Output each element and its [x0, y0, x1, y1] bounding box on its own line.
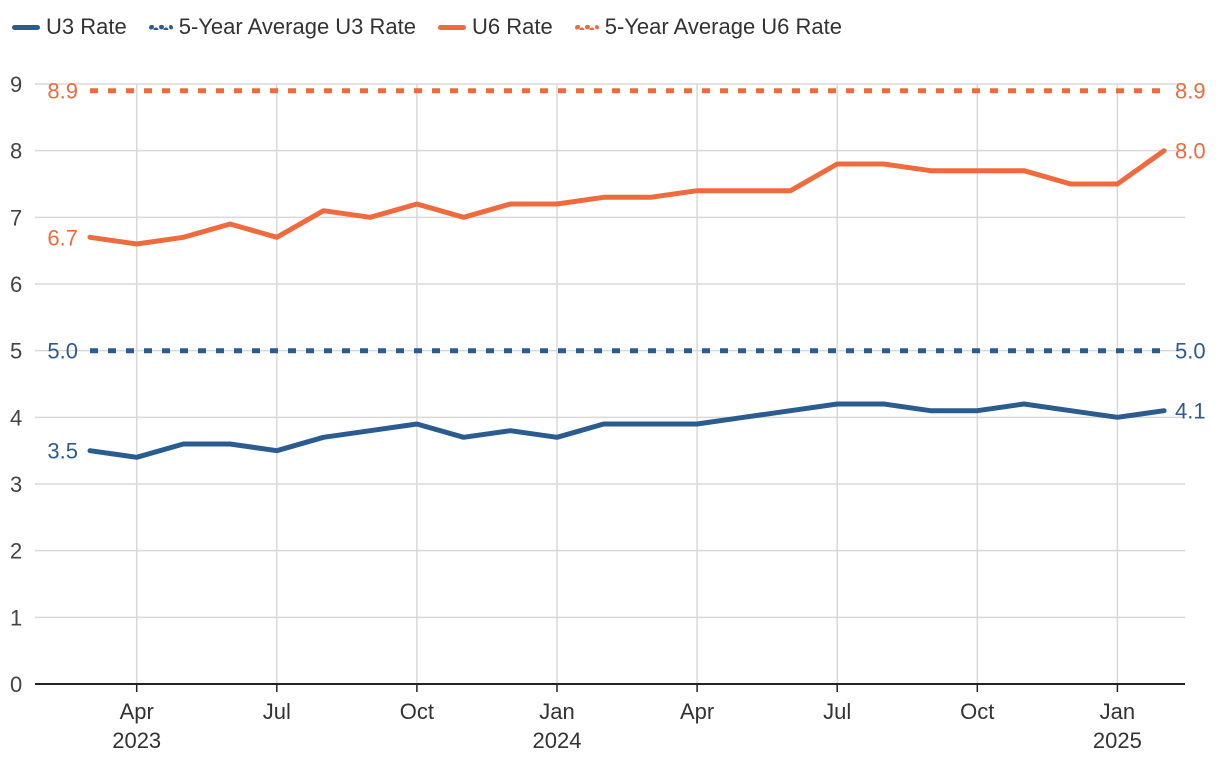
series-start-label: 5.0: [47, 339, 78, 364]
legend-item-u3: U3 Rate: [12, 14, 127, 40]
y-tick-label: 3: [10, 472, 22, 497]
x-tick-label: Apr: [680, 699, 714, 724]
series-start-label: 3.5: [47, 439, 78, 464]
x-tick-label: Oct: [960, 699, 994, 724]
y-tick-label: 6: [10, 272, 22, 297]
legend-item-u6-avg: 5-Year Average U6 Rate: [574, 14, 842, 40]
legend-label-u6: U6 Rate: [472, 14, 553, 39]
y-tick-label: 4: [10, 405, 22, 430]
x-tick-year-label: 2023: [112, 728, 161, 753]
series-line-0: [87, 401, 1167, 460]
series-line-2: [87, 148, 1167, 247]
legend-label-u3: U3 Rate: [46, 14, 127, 39]
x-tick-label: Apr: [120, 699, 154, 724]
legend-swatch-u3-avg: [148, 24, 173, 30]
legend-swatch-u3: [12, 24, 40, 30]
series-start-label: 8.9: [47, 79, 78, 104]
legend-swatch-u6: [438, 24, 466, 30]
x-tick-label: Jul: [823, 699, 851, 724]
x-tick-year-label: 2024: [533, 728, 582, 753]
series-start-label: 6.7: [47, 225, 78, 250]
series-end-label: 8.9: [1175, 79, 1206, 104]
y-tick-label: 9: [10, 72, 22, 97]
y-tick-label: 2: [10, 539, 22, 564]
legend-item-u3-avg: 5-Year Average U3 Rate: [148, 14, 416, 40]
y-tick-label: 7: [10, 205, 22, 230]
x-tick-year-label: 2025: [1093, 728, 1142, 753]
legend-label-u6-avg: 5-Year Average U6 Rate: [604, 14, 842, 39]
x-tick-label: Oct: [400, 699, 434, 724]
series-end-label: 8.0: [1175, 139, 1206, 164]
x-tick-label: Jan: [1100, 699, 1135, 724]
y-tick-label: 5: [10, 339, 22, 364]
legend-swatch-u6-avg: [574, 24, 599, 30]
y-tick-label: 0: [10, 672, 22, 697]
legend-item-u6: U6 Rate: [438, 14, 553, 40]
legend: U3 Rate 5-Year Average U3 Rate U6 Rate 5…: [12, 14, 842, 40]
x-tick-label: Jan: [539, 699, 574, 724]
y-tick-label: 1: [10, 605, 22, 630]
x-tick-label: Jul: [263, 699, 291, 724]
legend-label-u3-avg: 5-Year Average U3 Rate: [178, 14, 416, 39]
series-end-label: 5.0: [1175, 339, 1206, 364]
y-tick-label: 8: [10, 139, 22, 164]
series-end-label: 4.1: [1175, 399, 1206, 424]
